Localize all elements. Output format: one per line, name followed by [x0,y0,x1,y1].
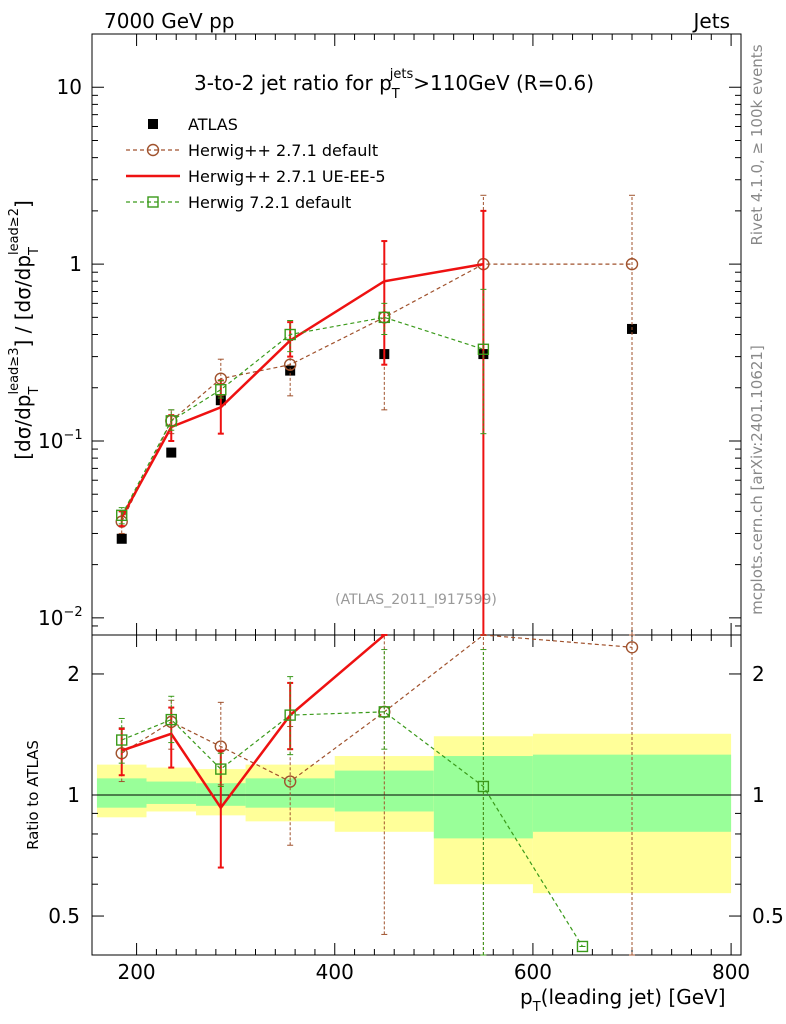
y-tick-label-ratio-right: 1 [752,783,765,807]
header-right: Jets [692,9,730,33]
main-point-herwig72 [378,311,390,324]
legend-label-atlas: ATLAS [188,115,238,134]
legend-label-herwig_def: Herwig++ 2.7.1 default [188,141,378,160]
main-point-herwig72 [477,343,490,355]
legend-marker-herwig72 [147,196,159,208]
y-axis-label-ratio: Ratio to ATLAS [24,740,42,850]
x-tick-label: 600 [514,960,552,984]
ratio-point-herwig72 [116,734,128,746]
main-point-atlas [166,447,177,458]
ratio-point-herwig72 [165,713,177,726]
band-inner-0 [96,778,147,808]
y-tick-label-ratio: 0.5 [48,904,80,928]
legend-label-herwig_ueee5: Herwig++ 2.7.1 UE-EE-5 [188,167,386,186]
main-point-herwig72 [215,383,227,396]
ratio-point-herwig72 [576,940,589,953]
ratio-point-herwig_def [283,775,297,788]
ratio-series-layer [115,634,639,956]
main-point-herwig_def [283,358,297,371]
legend: ATLAS Herwig++ 2.7.1 default Herwig++ 2.7.… [126,115,386,212]
ratio-point-herwig72 [215,763,227,775]
header-left: 7000 GeV pp [104,9,235,33]
band-inner-1 [146,781,197,804]
x-tick-label: 800 [712,960,750,984]
ratio-line-herwig72 [121,711,583,947]
ratio-point-herwig72 [378,706,390,718]
main-series-layer [115,194,639,636]
y-tick-label-main: 10−2 [38,605,83,630]
main-point-herwig72 [165,415,177,427]
y-tick-label-main: 1 [69,252,82,276]
main-line-herwig_ueee5 [120,262,484,518]
y-tick-label-ratio-right: 0.5 [752,904,784,928]
ratio-point-herwig_def [625,641,639,654]
y-axis-label-main: [dσ/dpTlead≥3] / [dσ/dpTlead≥2] [7,200,42,460]
x-axis-label: pT(leading jet) [GeV] [520,985,726,1015]
x-tick-label: 200 [117,960,155,984]
y-tick-label-ratio: 2 [67,662,80,686]
main-line-herwig72 [121,316,484,516]
chart-title: 3-to-2 jet ratio for pTjets>110GeV (R=0.… [194,67,594,102]
analysis-watermark: (ATLAS_2011_I917599) [335,592,497,608]
legend-marker-atlas [148,119,158,129]
main-line-herwig_def [121,263,633,522]
main-point-herwig72 [284,328,296,341]
x-tick-label: 400 [316,960,354,984]
rivet-version-label: Rivet 4.1.0, ≥ 100k events [748,44,766,245]
y-tick-label-main: 10 [57,75,82,99]
y-tick-label-ratio: 1 [67,783,80,807]
legend-label-herwig72: Herwig 7.2.1 default [188,193,351,212]
main-point-herwig_def [625,257,639,271]
main-point-atlas [116,533,127,544]
legend-marker-herwig_def [146,143,160,157]
ratio-uncertainty-bands [96,733,732,894]
ratio-point-herwig72 [284,709,296,721]
mcplots-label: mcplots.cern.ch [arXiv:2401.10621] [748,345,766,615]
svg-text:[dσ/dpTlead≥3] / [dσ/dpTlead≥2: [dσ/dpTlead≥3] / [dσ/dpTlead≥2] [7,200,42,460]
ratio-point-herwig72 [477,780,490,793]
main-point-herwig72 [116,509,128,522]
y-tick-label-ratio-right: 2 [752,662,765,686]
y-tick-label-main: 10−1 [38,428,83,453]
